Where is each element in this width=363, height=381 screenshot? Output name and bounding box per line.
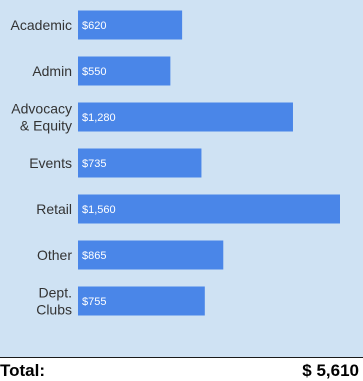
total-divider: [0, 357, 363, 358]
chart-area: Academic $620 Admin $550 Advocacy & Equity $1,…: [0, 0, 363, 357]
category-label-admin: Admin: [32, 63, 72, 79]
total-value: $ 5,610: [302, 361, 359, 380]
value-label-dept-clubs: $755: [82, 296, 106, 308]
bar-academic: [78, 10, 183, 40]
value-label-admin: $550: [82, 66, 106, 78]
bar-advocacy-equity: [78, 102, 293, 132]
category-label-events: Events: [29, 155, 72, 171]
category-label-retail: Retail: [36, 201, 72, 217]
bar-chart-svg: Academic $620 Admin $550 Advocacy & Equity $1,…: [11, 10, 340, 318]
value-label-other: $865: [82, 250, 106, 262]
category-label-other: Other: [37, 247, 72, 263]
value-label-academic: $620: [82, 20, 106, 32]
bar-other: [78, 240, 224, 270]
total-label: Total:: [0, 361, 46, 380]
category-label-advocacy-equity: Advocacy & Equity: [11, 101, 72, 134]
value-label-events: $735: [82, 158, 106, 170]
category-label-academic: Academic: [11, 17, 72, 33]
category-label-dept-clubs: Dept. Clubs: [36, 285, 72, 318]
bar-retail: [78, 194, 340, 224]
bar-admin: [78, 56, 171, 86]
bar-dept-clubs: [78, 286, 205, 316]
value-label-advocacy-equity: $1,280: [82, 112, 116, 124]
bar-events: [78, 148, 202, 178]
value-label-retail: $1,560: [82, 204, 116, 216]
